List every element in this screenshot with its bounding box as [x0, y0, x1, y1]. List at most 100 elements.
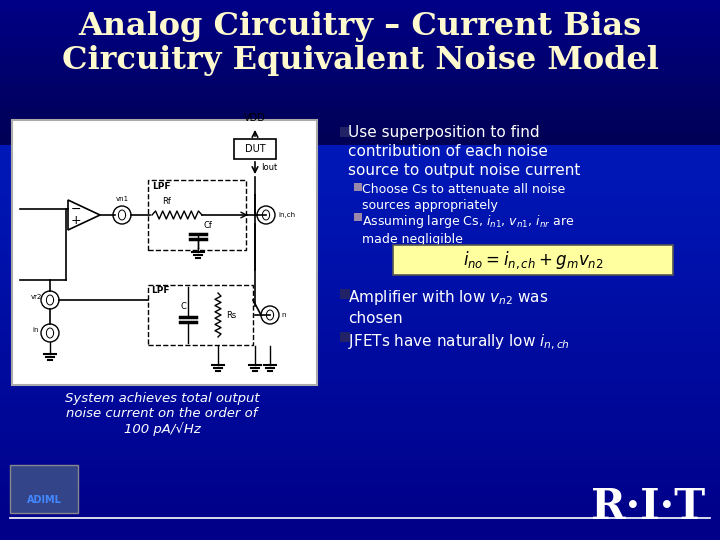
- Bar: [0, 89, 720, 99]
- Bar: [0, 341, 720, 351]
- Bar: [0, 86, 720, 92]
- Bar: [0, 105, 720, 111]
- Text: −: −: [71, 202, 81, 215]
- Bar: [0, 287, 720, 297]
- Bar: [0, 71, 720, 81]
- Bar: [0, 314, 720, 324]
- Bar: [0, 33, 720, 39]
- Text: +: +: [71, 214, 81, 227]
- Bar: [0, 38, 720, 44]
- Bar: [0, 386, 720, 396]
- Bar: [393, 245, 673, 275]
- Text: LPF: LPF: [152, 182, 171, 191]
- Bar: [0, 161, 720, 171]
- Bar: [0, 530, 720, 540]
- Bar: [0, 35, 720, 45]
- Bar: [0, 152, 720, 162]
- Bar: [0, 206, 720, 216]
- Bar: [0, 377, 720, 387]
- Bar: [0, 66, 720, 72]
- Bar: [0, 130, 720, 136]
- Bar: [0, 503, 720, 513]
- Bar: [0, 43, 720, 49]
- Bar: [0, 458, 720, 468]
- Bar: [0, 76, 720, 82]
- Bar: [0, 115, 720, 121]
- Text: System achieves total output
noise current on the order of
100 pA/√Hz: System achieves total output noise curre…: [65, 392, 259, 436]
- Bar: [0, 4, 720, 10]
- Bar: [340, 289, 350, 299]
- Bar: [0, 197, 720, 207]
- Bar: [0, 57, 720, 63]
- Bar: [0, 62, 720, 68]
- Bar: [0, 143, 720, 153]
- Bar: [0, 62, 720, 72]
- Text: JFETs have naturally low $i_{n,ch}$: JFETs have naturally low $i_{n,ch}$: [348, 333, 570, 352]
- Bar: [0, 296, 720, 306]
- Bar: [0, 242, 720, 252]
- Bar: [148, 180, 246, 250]
- Bar: [0, 18, 720, 24]
- Bar: [10, 465, 78, 513]
- Bar: [0, 224, 720, 234]
- Bar: [0, 449, 720, 459]
- Bar: [0, 494, 720, 504]
- Text: $i_{no} = i_{n,ch} + g_m v_{n2}$: $i_{no} = i_{n,ch} + g_m v_{n2}$: [463, 249, 603, 271]
- Bar: [0, 404, 720, 414]
- Bar: [340, 127, 350, 137]
- Text: Rf: Rf: [163, 197, 171, 206]
- Bar: [0, 125, 720, 131]
- Bar: [0, 110, 720, 116]
- Bar: [0, 188, 720, 198]
- Bar: [0, 215, 720, 225]
- Bar: [0, 116, 720, 126]
- Text: in: in: [32, 327, 40, 333]
- Bar: [0, 260, 720, 270]
- Bar: [234, 139, 276, 159]
- Bar: [0, 476, 720, 486]
- Bar: [0, 467, 720, 477]
- Text: C: C: [180, 302, 186, 311]
- Text: n: n: [281, 312, 286, 318]
- Text: vr2: vr2: [30, 294, 42, 300]
- Bar: [0, 14, 720, 19]
- Bar: [0, 395, 720, 405]
- Bar: [0, 100, 720, 106]
- Bar: [12, 120, 317, 385]
- Text: Rs: Rs: [226, 310, 236, 320]
- Bar: [0, 134, 720, 144]
- Bar: [0, 323, 720, 333]
- Text: Cf: Cf: [203, 221, 212, 230]
- Bar: [340, 332, 350, 342]
- Bar: [0, 17, 720, 27]
- Text: ADIML: ADIML: [27, 495, 61, 505]
- Bar: [0, 422, 720, 432]
- Bar: [0, 233, 720, 243]
- Text: Use superposition to find
contribution of each noise
source to output noise curr: Use superposition to find contribution o…: [348, 125, 580, 178]
- Bar: [0, 485, 720, 495]
- Text: vn1: vn1: [115, 196, 129, 202]
- Bar: [0, 71, 720, 77]
- Bar: [0, 512, 720, 522]
- Text: in,ch: in,ch: [278, 212, 295, 218]
- Bar: [354, 213, 362, 221]
- Bar: [0, 96, 720, 102]
- Bar: [0, 170, 720, 180]
- Text: VDD: VDD: [244, 113, 266, 123]
- Bar: [0, 179, 720, 189]
- Bar: [0, 52, 720, 58]
- Bar: [0, 139, 720, 145]
- Bar: [0, 251, 720, 261]
- Text: LPF: LPF: [151, 286, 169, 295]
- Bar: [0, 98, 720, 108]
- Bar: [0, 269, 720, 279]
- Bar: [0, 0, 720, 9]
- Bar: [0, 368, 720, 378]
- Text: Iout: Iout: [261, 164, 277, 172]
- Text: DUT: DUT: [245, 144, 265, 154]
- Text: Assuming large Cs, $i_{n1}$, $v_{n1}$, $i_{nr}$ are
made negligible: Assuming large Cs, $i_{n1}$, $v_{n1}$, $…: [362, 213, 575, 246]
- Bar: [148, 285, 253, 345]
- Bar: [0, 26, 720, 36]
- Text: Amplifier with low $v_{n2}$ was
chosen: Amplifier with low $v_{n2}$ was chosen: [348, 288, 549, 326]
- Bar: [0, 0, 720, 5]
